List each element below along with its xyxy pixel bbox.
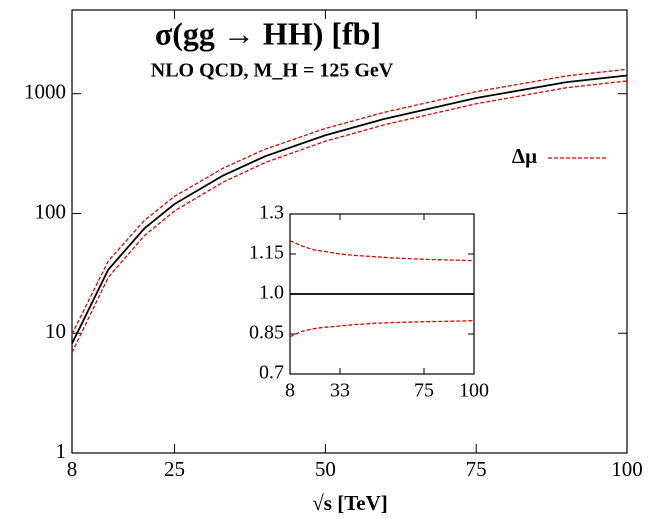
x-tick-label: 100 <box>459 380 489 402</box>
y-tick-label: 10 <box>45 319 66 343</box>
series-line <box>71 74 628 344</box>
x-tick-label: 100 <box>611 457 643 481</box>
x-tick-label: 75 <box>466 457 487 481</box>
x-axis-label: √s [TeV] <box>312 491 388 515</box>
chart-title: σ(gg → HH) [fb] <box>155 15 381 51</box>
x-tick-label: 33 <box>330 380 350 402</box>
legend-label: Δμ <box>512 144 537 168</box>
series-line <box>71 68 628 335</box>
y-tick-label: 0.7 <box>259 362 284 384</box>
x-tick-label: 25 <box>164 457 185 481</box>
plot-frame <box>71 9 628 454</box>
y-tick-label: 1.0 <box>259 282 284 304</box>
x-tick-label: 75 <box>414 380 434 402</box>
x-tick-label: 8 <box>67 457 78 481</box>
series-line <box>289 320 475 338</box>
y-tick-label: 1.3 <box>259 202 284 224</box>
y-tick-label: 0.85 <box>249 322 284 344</box>
chart-subtitle: NLO QCD, M_H = 125 GeV <box>151 60 394 82</box>
y-tick-label: 1 <box>56 439 67 463</box>
series-line <box>71 80 628 353</box>
y-tick-label: 1.15 <box>249 242 284 264</box>
y-tick-label: 100 <box>35 199 67 223</box>
x-tick-label: 50 <box>315 457 336 481</box>
series-line <box>289 240 475 262</box>
y-tick-label: 1000 <box>24 80 66 104</box>
x-tick-label: 8 <box>285 380 295 402</box>
